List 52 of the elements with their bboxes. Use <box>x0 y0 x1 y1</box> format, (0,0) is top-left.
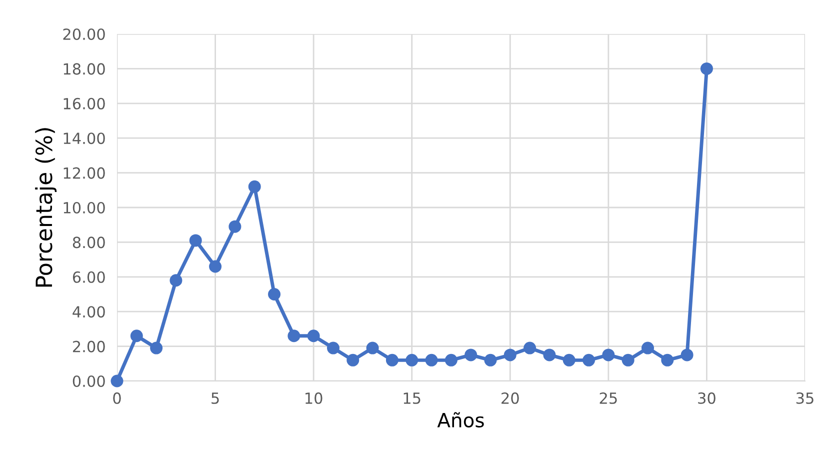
point <box>307 330 320 342</box>
point <box>406 354 418 366</box>
x-tick-label: 25 <box>600 392 617 404</box>
point <box>524 342 536 354</box>
point <box>189 234 202 247</box>
point <box>484 354 497 366</box>
y-tick-label: 6.00 <box>72 271 105 283</box>
point <box>582 354 596 366</box>
point <box>150 342 163 354</box>
y-axis-title: Porcentaje (%) <box>35 128 57 287</box>
y-tick-label: 0.00 <box>72 375 105 388</box>
point <box>700 62 713 75</box>
point <box>268 288 281 300</box>
y-tick-label: 2.00 <box>72 340 105 352</box>
y-tick-label: 8.00 <box>72 236 105 248</box>
point <box>209 260 222 273</box>
point <box>641 342 654 354</box>
point <box>504 348 516 362</box>
point <box>680 348 694 362</box>
x-axis-title: Años <box>437 412 484 428</box>
x-tick-label: 10 <box>306 392 322 404</box>
point <box>444 354 458 366</box>
point <box>425 354 438 366</box>
y-tick-label: 10.00 <box>64 202 105 214</box>
point <box>130 330 143 342</box>
point <box>346 354 360 366</box>
point <box>248 180 261 193</box>
y-tick-label: 18.00 <box>64 63 105 75</box>
point <box>661 354 674 366</box>
x-tick-label: 30 <box>698 392 716 404</box>
x-tick-label: 20 <box>502 392 519 404</box>
y-tick-label: 20.00 <box>63 28 105 40</box>
point <box>326 342 340 354</box>
point <box>288 330 300 342</box>
y-tick-label: 12.00 <box>64 167 105 179</box>
point <box>562 354 576 366</box>
y-tick-label: 14.00 <box>64 132 105 144</box>
point <box>622 354 634 366</box>
y-tick-label: 16.00 <box>64 98 105 110</box>
x-tick-label: 15 <box>404 392 420 404</box>
point <box>228 220 242 233</box>
x-tick-label: 5 <box>212 392 219 404</box>
point <box>366 342 379 354</box>
point <box>170 274 182 287</box>
point <box>543 348 556 362</box>
point <box>386 354 398 366</box>
point <box>602 348 615 362</box>
y-tick-label: 4.00 <box>72 306 105 318</box>
x-tick-label: 35 <box>796 392 814 404</box>
point <box>110 374 124 388</box>
x-tick-label: 0 <box>113 392 121 404</box>
point <box>464 348 478 362</box>
